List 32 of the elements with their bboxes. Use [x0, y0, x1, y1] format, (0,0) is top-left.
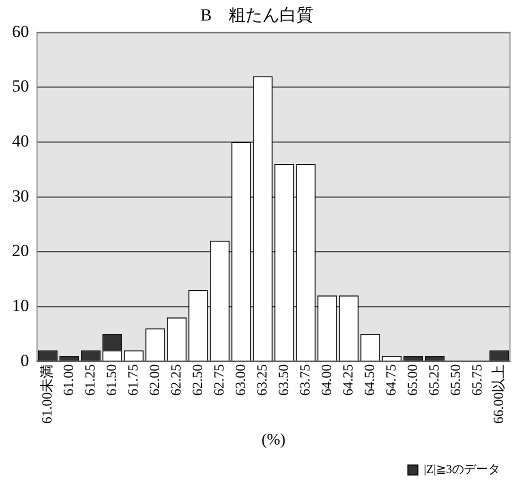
x-tick-label: 63.75 [298, 364, 314, 396]
y-tick-label: 30 [12, 186, 29, 206]
x-tick-label: 61.00 [62, 364, 77, 396]
y-tick-label: 60 [12, 22, 29, 41]
y-tick-label: 10 [12, 296, 29, 315]
y-tick-label: 40 [12, 132, 29, 150]
x-tick-label: 64.50 [362, 364, 378, 396]
legend-label: |Z|≧3のデータ [424, 462, 500, 476]
y-tick-label: 0 [20, 350, 29, 370]
chart-title: B 粗たん白質 [200, 6, 314, 25]
x-tick-label: 63.25 [255, 364, 270, 396]
x-tick-label: 65.25 [427, 364, 442, 396]
x-tick-label: 62.00 [148, 364, 163, 396]
x-tick-label: 62.50 [190, 364, 206, 396]
x-tick-label: 63.50 [276, 364, 292, 396]
y-tick-label: 20 [12, 241, 29, 260]
x-tick-label: 64.25 [341, 364, 356, 396]
x-tick-label: 62.75 [212, 364, 228, 396]
x-tick-label: 62.25 [169, 364, 184, 396]
x-tick-label: 61.25 [83, 364, 98, 396]
y-tick-label: 50 [12, 76, 29, 96]
x-tick-label: 61.00未満 [39, 364, 56, 424]
x-tick-label: 65.50 [448, 364, 464, 396]
x-tick-label: 64.00 [320, 364, 335, 396]
x-tick-label: 61.75 [126, 364, 142, 396]
x-tick-label: 64.75 [384, 364, 400, 396]
x-tick-label: 65.00 [406, 364, 421, 396]
x-tick-label: 61.50 [104, 364, 120, 396]
x-tick-label: 63.00 [234, 364, 249, 396]
x-tick-label: 66.00以上 [490, 364, 507, 424]
x-tick-label: 65.75 [470, 364, 486, 396]
x-axis-title: (%) [262, 432, 286, 449]
